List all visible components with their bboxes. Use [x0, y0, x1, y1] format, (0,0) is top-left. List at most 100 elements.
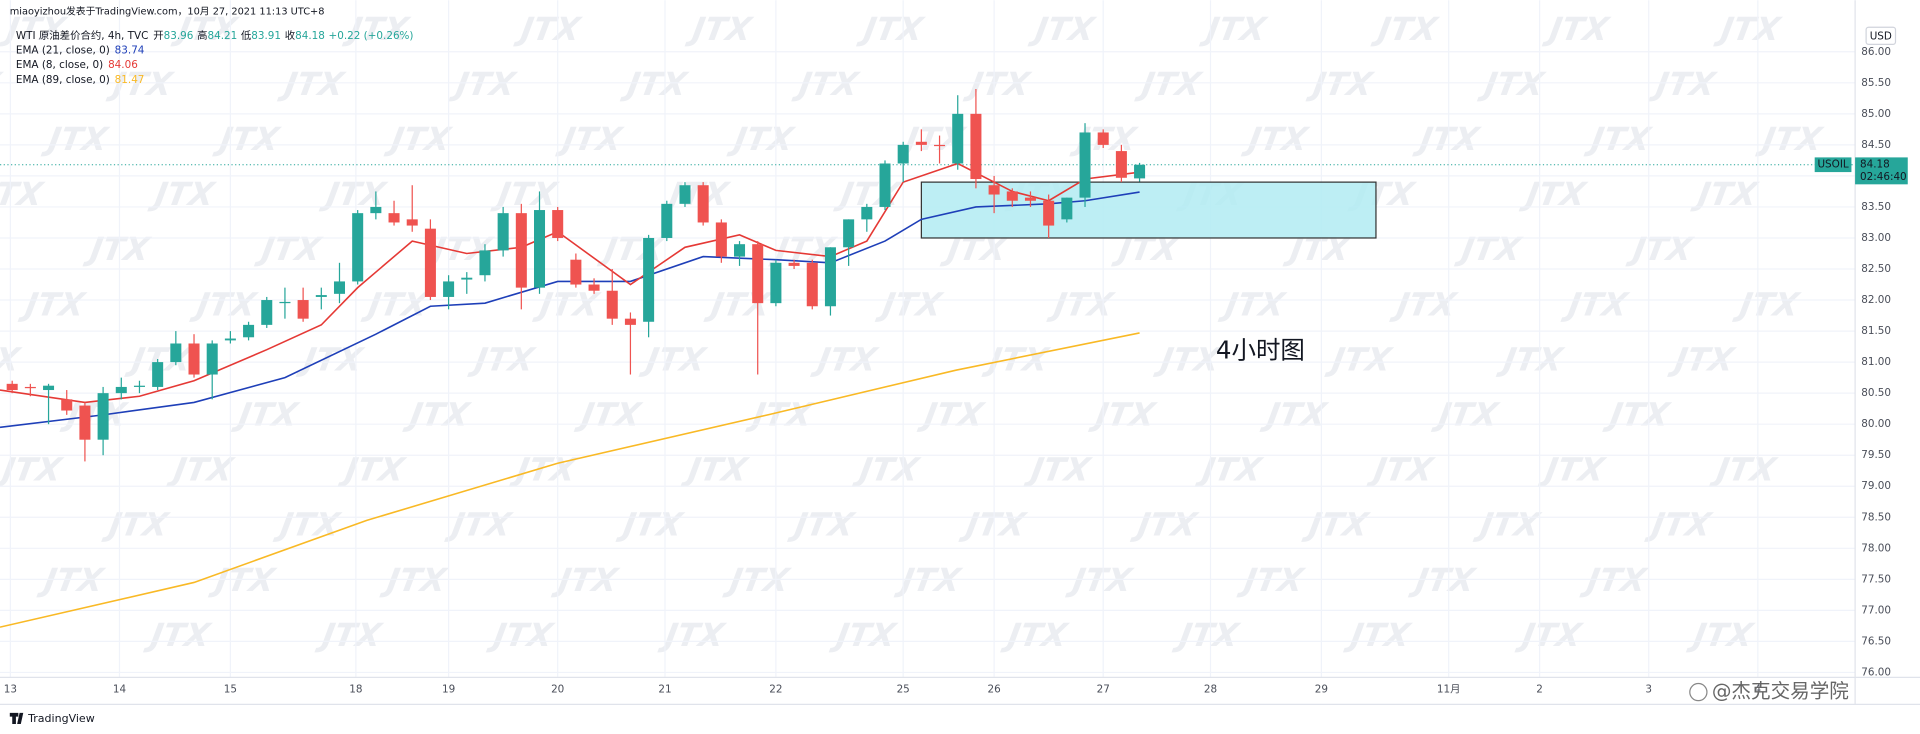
watermark: JTX: [1152, 341, 1225, 379]
watermark: JTX: [100, 506, 173, 544]
candle-body: [1097, 132, 1109, 145]
watermark: JTX: [512, 10, 585, 48]
candle-body: [570, 259, 582, 285]
watermark: JTX: [1583, 120, 1656, 158]
candle-body: [806, 262, 818, 307]
symbol-line: WTI 原油差价合约, 4h, TVC 开83.96 高84.21 低83.91 收84…: [16, 29, 414, 42]
watermark: JTX: [1129, 506, 1202, 544]
candle-body: [643, 237, 655, 322]
candle-body: [479, 250, 491, 276]
watermark: JTX: [855, 10, 928, 48]
watermark: JTX: [573, 396, 646, 434]
candle-body: [170, 343, 182, 363]
watermark: JTX: [1560, 286, 1633, 324]
watermark: JTX: [1194, 451, 1267, 489]
y-tick-label: 82.50: [1861, 263, 1891, 275]
watermark: JTX: [1601, 396, 1674, 434]
watermark: JTX: [341, 10, 414, 48]
candle-body: [370, 206, 382, 214]
watermark: JTX: [1666, 341, 1739, 379]
watermark: JTX: [1453, 230, 1526, 268]
x-tick-label: 4: [1755, 684, 1762, 696]
x-tick-label: 29: [1315, 684, 1328, 696]
watermark: JTX: [1685, 616, 1758, 654]
watermark: JTX: [1411, 120, 1484, 158]
brand: TradingView: [9, 712, 95, 725]
candle-body: [824, 247, 836, 307]
watermark: JTX: [980, 341, 1053, 379]
y-tick-label: 79.50: [1861, 449, 1891, 461]
y-tick-label: 78.50: [1861, 511, 1891, 523]
candle-body: [79, 405, 91, 440]
legend-entry: EMA (89, close, 0) 81.47: [16, 74, 145, 86]
low-value: 83.91: [251, 30, 281, 42]
candle-body: [333, 281, 346, 294]
candle-body: [1115, 151, 1127, 178]
price-symbol-box: [1814, 157, 1852, 173]
legend-entry: EMA (21, close, 0) 83.74: [16, 44, 145, 56]
x-tick-label: 11月: [1437, 684, 1461, 696]
candle-body: [879, 163, 891, 207]
credit-icon: [1689, 682, 1708, 702]
legend-value: 81.47: [115, 74, 145, 86]
close-value: 84.18: [295, 30, 325, 42]
watermark: JTX: [82, 230, 155, 268]
watermark: JTX: [508, 451, 581, 489]
watermark: JTX: [1476, 65, 1549, 103]
candle-body: [552, 210, 564, 238]
x-tick-label: 14: [113, 684, 127, 696]
candle-body: [6, 383, 18, 391]
x-tick-label: 3: [1645, 684, 1652, 696]
y-tick-label: 84.50: [1861, 139, 1891, 151]
watermark: JTX: [0, 10, 71, 48]
y-tick-label: 85.50: [1861, 77, 1891, 89]
candle-body: [970, 113, 982, 180]
annotation: 4小时图: [1216, 336, 1305, 365]
x-tick-label: 26: [987, 684, 1000, 696]
watermark: JTX: [230, 396, 303, 434]
candle-body: [861, 206, 873, 220]
close-label: 收: [285, 29, 296, 42]
watermark: JTX: [790, 65, 863, 103]
watermark: JTX: [615, 506, 688, 544]
watermark: JTX: [401, 396, 474, 434]
legend-name: EMA (8, close, 0): [16, 59, 103, 71]
watermark: JTX: [1472, 506, 1545, 544]
watermark: JTX: [211, 120, 284, 158]
candle-body: [697, 185, 709, 223]
x-tick-label: 25: [897, 684, 910, 696]
x-tick-label: 21: [658, 684, 671, 696]
candle-body: [1061, 197, 1073, 220]
y-tick-label: 77.50: [1861, 573, 1891, 585]
candle-body: [588, 284, 600, 291]
candle-body: [224, 338, 236, 341]
y-tick-label: 76.00: [1861, 666, 1891, 678]
watermark: JTX: [1323, 341, 1396, 379]
candle-body: [988, 185, 1000, 195]
plot: [0, 89, 1856, 628]
candle-body: [1134, 164, 1146, 179]
candle-body: [352, 213, 364, 282]
watermark: JTX: [1643, 506, 1716, 544]
candle-body: [61, 399, 73, 411]
grid: 76.00 76.50 77.00 77.50 78.00 78.50 79.00 79.50…: [0, 0, 1891, 696]
legend-name: EMA (89, close, 0): [16, 74, 110, 86]
watermark: JTX: [656, 616, 729, 654]
watermark: JTX: [554, 120, 627, 158]
y-tick-label: 83.50: [1861, 201, 1891, 213]
candle-body: [1043, 200, 1055, 226]
open-value: 83.96: [164, 30, 194, 42]
legend-entry: EMA (8, close, 0) 84.06: [16, 59, 138, 71]
candle-body: [915, 141, 927, 145]
watermark: JTX: [828, 616, 901, 654]
y-tick-label: 79.00: [1861, 480, 1891, 492]
watermark: JTX: [1541, 10, 1614, 48]
candle-body: [752, 244, 764, 304]
watermark: JTX: [253, 230, 326, 268]
watermark: JTX: [531, 286, 604, 324]
price-countdown: 02:46:40: [1860, 171, 1907, 183]
watermark: JTX: [916, 396, 989, 434]
x-tick-label: 27: [1097, 684, 1110, 696]
watermark: JTX: [1305, 65, 1378, 103]
price-value: 84.18: [1860, 159, 1890, 171]
